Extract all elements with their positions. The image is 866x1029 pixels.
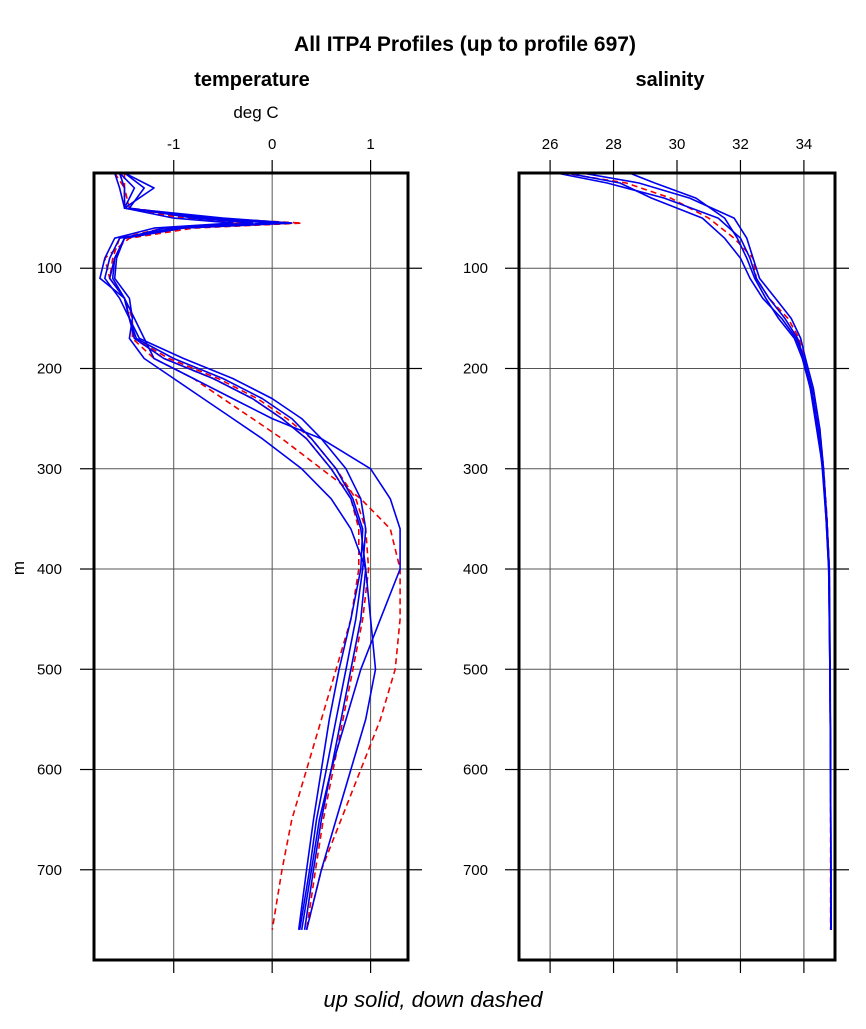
- x-tick-label: 30: [669, 136, 686, 153]
- chart-title: All ITP4 Profiles (up to profile 697): [294, 33, 636, 56]
- y-tick-label: 700: [37, 862, 62, 879]
- y-axis-label: m: [9, 561, 28, 575]
- up-profile-line: [104, 173, 367, 931]
- y-tick-label: 100: [37, 260, 62, 277]
- y-tick-label: 400: [37, 561, 62, 578]
- temperature-x-axis-label: deg C: [233, 103, 278, 122]
- y-tick-label: 300: [37, 461, 62, 478]
- y-tick-label: 200: [463, 360, 488, 377]
- y-tick-label: 300: [463, 461, 488, 478]
- x-tick-label: 0: [268, 136, 276, 153]
- x-tick-label: 32: [732, 136, 749, 153]
- salinity-panel: 26 28 30 32 34 100 200 300 400 500 600 700: [463, 136, 849, 973]
- footer-note: up solid, down dashed: [324, 987, 544, 1012]
- panel-frame: [92, 171, 410, 962]
- down-profile-line: [104, 173, 370, 931]
- temperature-panel-title: temperature: [194, 69, 310, 91]
- panel-frame: [517, 171, 837, 962]
- up-profile-line: [556, 173, 832, 930]
- x-tick-label: 28: [605, 136, 622, 153]
- x-tick-label: 26: [542, 136, 559, 153]
- salinity-panel-title: salinity: [636, 69, 706, 91]
- down-profile-line: [108, 173, 401, 931]
- up-profile-line: [565, 173, 832, 930]
- up-profile-line: [99, 173, 401, 931]
- y-tick-label: 500: [37, 661, 62, 678]
- x-tick-label: 1: [366, 136, 374, 153]
- y-tick-label: 500: [463, 661, 488, 678]
- y-tick-label: 600: [37, 762, 62, 779]
- y-tick-label: 400: [463, 561, 488, 578]
- profile-lines: [556, 173, 833, 930]
- down-profile-line: [562, 173, 832, 930]
- up-profile-line: [113, 173, 377, 931]
- x-tick-label: 34: [796, 136, 813, 153]
- up-profile-line: [581, 173, 833, 930]
- profile-lines: [99, 173, 401, 931]
- y-tick-label: 200: [37, 360, 62, 377]
- y-tick-label: 700: [463, 862, 488, 879]
- up-profile-line: [108, 173, 367, 931]
- temperature-panel: -1 0 1 100 200 300 400 500 600 700: [37, 136, 422, 973]
- x-tick-label: -1: [167, 136, 180, 153]
- y-tick-label: 100: [463, 260, 488, 277]
- up-profile-line: [111, 173, 364, 931]
- y-tick-label: 600: [463, 762, 488, 779]
- up-profile-line: [629, 173, 832, 930]
